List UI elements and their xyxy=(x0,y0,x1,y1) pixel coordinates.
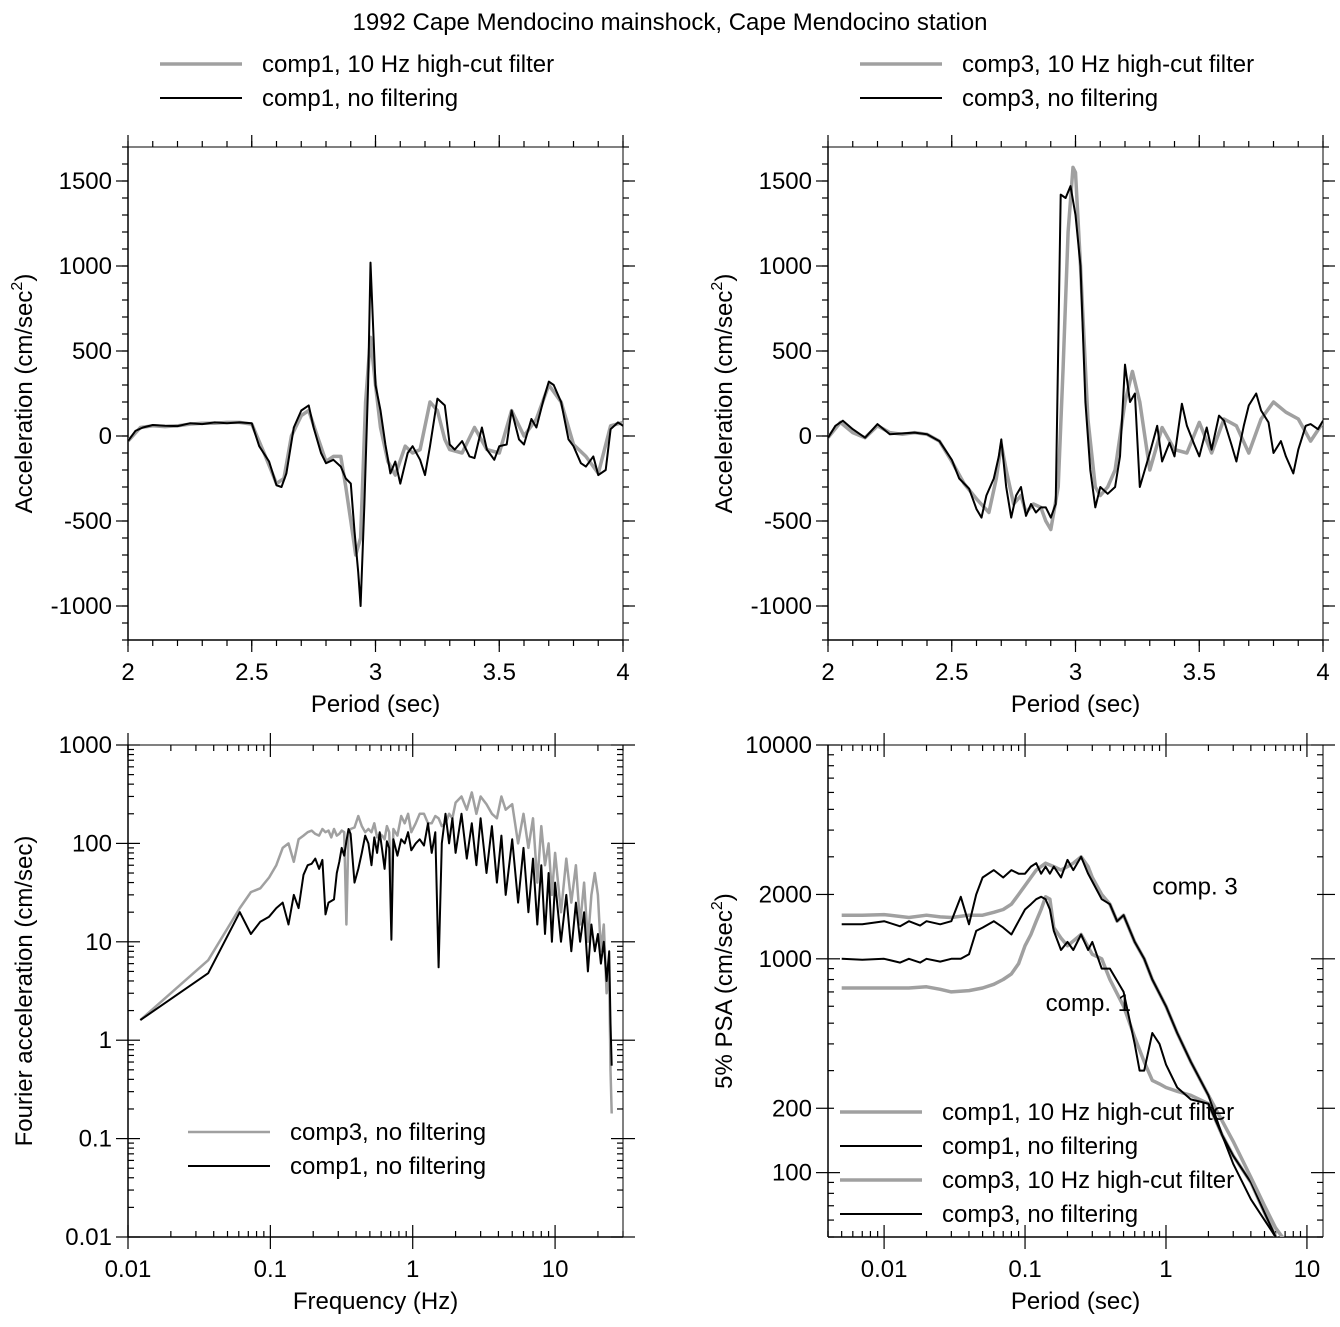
series-line-2 xyxy=(128,261,623,607)
legend-label: comp1, 10 Hz high-cut filter xyxy=(262,51,554,78)
x-tick-label: 3.5 xyxy=(1183,659,1216,686)
y-tick-label: 200 xyxy=(772,1095,812,1122)
y-tick-label: 100 xyxy=(72,830,112,857)
y-tick-label: 1000 xyxy=(759,253,812,280)
series-line-4 xyxy=(841,855,1277,1237)
legend-label: comp3, no filtering xyxy=(942,1201,1138,1228)
y-tick-label: 100 xyxy=(772,1160,812,1187)
x-tick-label: 0.1 xyxy=(254,1256,287,1283)
y-axis-label-text: Acceleration (cm/sec xyxy=(11,291,38,514)
x-tick-label: 1 xyxy=(1159,1256,1172,1283)
chart-top-right: 2 2.5 3 3.5 4 -1000 -500 0 500 1000 1500 Period (se… xyxy=(709,51,1335,718)
legend-label: comp1, 10 Hz high-cut filter xyxy=(942,1099,1234,1126)
y-axis-label: Acceleration (cm/sec2) xyxy=(9,274,38,514)
y-tick-label: 500 xyxy=(72,338,112,365)
y-tick-label: 1500 xyxy=(759,168,812,195)
y-axis-label-close: ) xyxy=(711,893,738,901)
x-tick-label: 3 xyxy=(369,659,382,686)
series-line-2 xyxy=(828,185,1323,519)
x-tick-label: 4 xyxy=(616,659,629,686)
x-axis-label: Period (sec) xyxy=(311,691,440,718)
y-tick-label: 10 xyxy=(85,929,112,956)
y-axis-label-text: Acceleration (cm/sec xyxy=(711,291,738,514)
legend-label: comp3, no filtering xyxy=(290,1119,486,1146)
figure-title: 1992 Cape Mendocino mainshock, Cape Mend… xyxy=(352,9,987,36)
y-tick-label: 0 xyxy=(99,423,112,450)
legend-label: comp1, no filtering xyxy=(262,85,458,112)
series-line-1 xyxy=(841,895,1278,1237)
y-tick-label: 1 xyxy=(99,1027,112,1054)
x-tick-label: 0.01 xyxy=(105,1256,152,1283)
annotation-label: comp. 1 xyxy=(1046,990,1131,1017)
y-tick-label: -1000 xyxy=(751,593,812,620)
y-tick-label: 10000 xyxy=(745,732,812,759)
legend-label: comp3, 10 Hz high-cut filter xyxy=(962,51,1254,78)
chart-top-left: 2 2.5 3 3.5 4 -1000 -500 0 500 1000 1500 Period (se… xyxy=(9,51,635,718)
y-tick-label: 1500 xyxy=(59,168,112,195)
y-tick-label: -500 xyxy=(764,508,812,535)
y-axis-label: 5% PSA (cm/sec2) xyxy=(709,893,738,1089)
y-tick-label: 500 xyxy=(772,338,812,365)
y-tick-label: 1000 xyxy=(59,732,112,759)
y-tick-label: -500 xyxy=(64,508,112,535)
legend-label: comp3, no filtering xyxy=(962,85,1158,112)
y-tick-label: 0.01 xyxy=(65,1224,112,1251)
x-axis-label: Frequency (Hz) xyxy=(293,1288,458,1315)
x-tick-label: 10 xyxy=(1294,1256,1321,1283)
y-axis-label-close: ) xyxy=(11,274,38,282)
y-tick-label: 1000 xyxy=(59,253,112,280)
x-tick-label: 1 xyxy=(406,1256,419,1283)
x-tick-label: 2 xyxy=(121,659,134,686)
y-tick-label: 0 xyxy=(799,423,812,450)
annotation-label: comp. 3 xyxy=(1152,873,1237,900)
x-tick-label: 10 xyxy=(542,1256,569,1283)
x-axis-label: Period (sec) xyxy=(1011,1288,1140,1315)
series-line-2 xyxy=(841,895,1277,1237)
y-tick-label: 2000 xyxy=(759,881,812,908)
x-tick-label: 2.5 xyxy=(935,659,968,686)
x-tick-label: 2 xyxy=(821,659,834,686)
y-axis-label-text: Fourier acceleration (cm/sec) xyxy=(11,836,38,1147)
y-axis-label-text: 5% PSA (cm/sec xyxy=(711,910,738,1089)
series-line-1 xyxy=(139,791,613,1114)
y-axis-label-sup: 2 xyxy=(9,282,26,291)
y-axis-label-sup: 2 xyxy=(709,901,726,910)
y-axis-label-close: ) xyxy=(711,274,738,282)
legend-label: comp1, no filtering xyxy=(290,1153,486,1180)
x-tick-label: 3.5 xyxy=(483,659,516,686)
series-line-2 xyxy=(139,812,613,1066)
x-tick-label: 0.01 xyxy=(861,1256,908,1283)
x-tick-label: 2.5 xyxy=(235,659,268,686)
x-tick-label: 4 xyxy=(1316,659,1329,686)
y-tick-label: 0.1 xyxy=(79,1126,112,1153)
chart-bottom-left: 0.01 0.1 1 10 0.01 0.1 1 10 100 1000 Frequency (Hz… xyxy=(11,732,635,1315)
y-tick-label: -1000 xyxy=(51,593,112,620)
legend-label: comp3, 10 Hz high-cut filter xyxy=(942,1167,1234,1194)
chart-bottom-right: 0.01 0.1 1 10 100 200 1000 2000 10000 Period (sec… xyxy=(709,732,1335,1315)
x-tick-label: 0.1 xyxy=(1008,1256,1041,1283)
y-tick-label: 1000 xyxy=(759,946,812,973)
y-axis-label: Fourier acceleration (cm/sec) xyxy=(11,836,38,1147)
y-axis-label: Acceleration (cm/sec2) xyxy=(709,274,738,514)
legend-label: comp1, no filtering xyxy=(942,1133,1138,1160)
x-tick-label: 3 xyxy=(1069,659,1082,686)
y-axis-label-sup: 2 xyxy=(709,282,726,291)
x-axis-label: Period (sec) xyxy=(1011,691,1140,718)
